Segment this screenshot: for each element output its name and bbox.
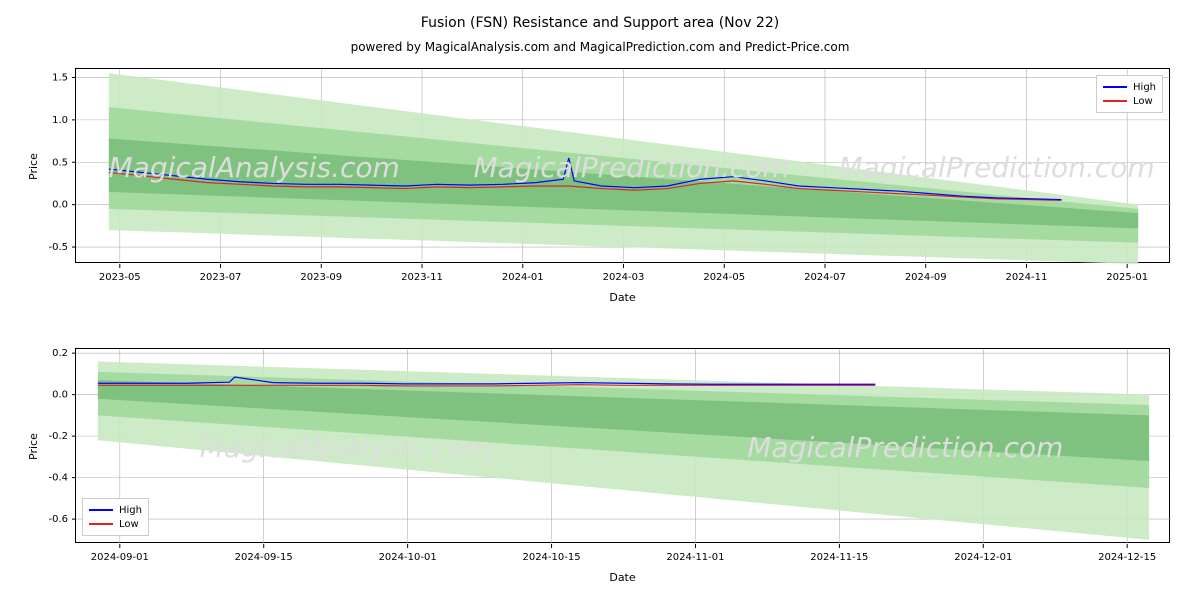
legend-label: High [1133,82,1156,93]
xtick-label: 2024-12-15 [1098,552,1156,563]
legend-swatch [89,509,113,511]
legend-item: Low [89,517,142,531]
xtick-label: 2024-12-01 [954,552,1012,563]
xtick-label: 2023-09 [300,272,342,283]
bottom-chart-axes: -0.6-0.4-0.20.00.22024-09-012024-09-1520… [75,348,1170,543]
ytick-label: 0.0 [52,390,68,401]
legend-swatch [1103,86,1127,88]
top-chart-axes: -0.50.00.51.01.52023-052023-072023-09202… [75,68,1170,263]
legend: High Low [82,498,149,536]
legend-label: Low [1133,96,1153,107]
xtick-label: 2024-10-15 [522,552,580,563]
bottom-chart-ylabel: Price [27,433,40,460]
legend: High Low [1096,75,1163,113]
legend-swatch [89,523,113,525]
ytick-label: -0.6 [48,514,68,525]
bottom-chart-xlabel: Date [75,571,1170,584]
ytick-label: 0.2 [52,348,68,359]
legend-label: High [119,505,142,516]
ytick-label: -0.5 [48,242,68,253]
xtick-label: 2023-07 [200,272,242,283]
chart-subtitle-text: powered by MagicalAnalysis.com and Magic… [351,40,850,54]
top-chart-xlabel: Date [75,291,1170,304]
xtick-label: 2024-09-15 [235,552,293,563]
xtick-label: 2024-03 [603,272,645,283]
xtick-label: 2023-05 [99,272,141,283]
xtick-label: 2024-10-01 [379,552,437,563]
chart-subtitle: powered by MagicalAnalysis.com and Magic… [0,36,1200,55]
xtick-label: 2025-01 [1106,272,1148,283]
xtick-label: 2024-09 [905,272,947,283]
xtick-label: 2024-07 [804,272,846,283]
chart-title: Fusion (FSN) Resistance and Support area… [0,12,1200,31]
ytick-label: -0.2 [48,431,68,442]
ytick-label: -0.4 [48,473,68,484]
ytick-label: 1.5 [52,72,68,83]
legend-swatch [1103,100,1127,102]
xtick-label: 2024-11 [1006,272,1048,283]
ytick-label: 1.0 [52,115,68,126]
xtick-label: 2024-05 [703,272,745,283]
ytick-label: 0.5 [52,157,68,168]
xtick-label: 2024-09-01 [91,552,149,563]
xtick-label: 2024-01 [502,272,544,283]
xtick-label: 2023-11 [401,272,443,283]
chart-title-text: Fusion (FSN) Resistance and Support area… [421,15,779,31]
legend-label: Low [119,519,139,530]
xtick-label: 2024-11-15 [810,552,868,563]
top-chart-ylabel: Price [27,153,40,180]
xtick-label: 2024-11-01 [666,552,724,563]
legend-item: High [89,503,142,517]
figure: Fusion (FSN) Resistance and Support area… [0,0,1200,600]
ytick-label: 0.0 [52,200,68,211]
legend-item: High [1103,80,1156,94]
legend-item: Low [1103,94,1156,108]
